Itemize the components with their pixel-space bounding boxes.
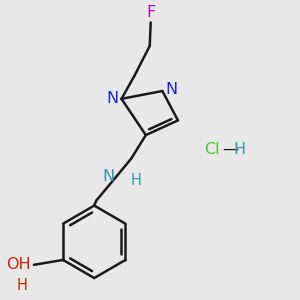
- Text: H: H: [17, 278, 28, 292]
- Text: Cl: Cl: [204, 142, 220, 157]
- Text: —: —: [223, 142, 239, 157]
- Text: H: H: [233, 142, 245, 157]
- Text: N: N: [165, 82, 177, 97]
- Text: N: N: [106, 91, 119, 106]
- Text: H: H: [130, 172, 141, 188]
- Text: N: N: [103, 169, 115, 184]
- Text: OH: OH: [6, 257, 31, 272]
- Text: F: F: [146, 4, 155, 20]
